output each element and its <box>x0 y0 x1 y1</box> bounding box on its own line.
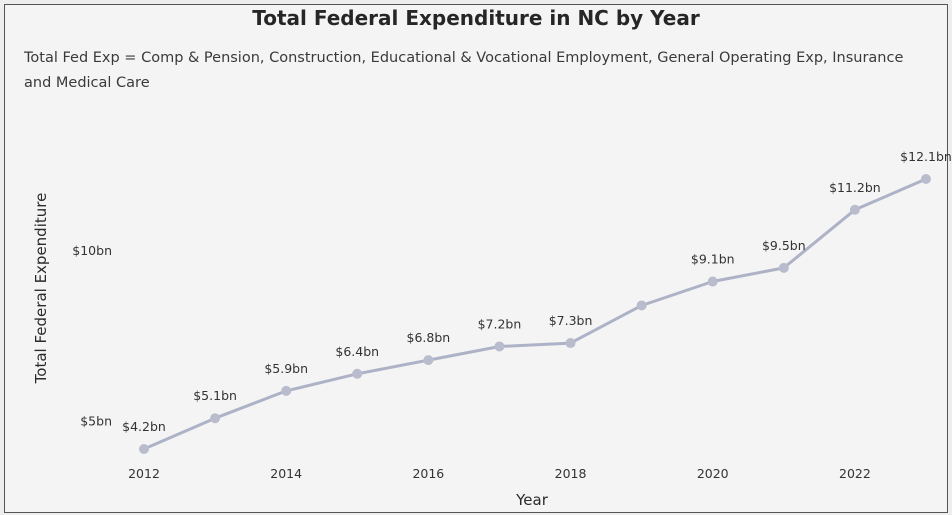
data-labels: $4.2bn $5.1bn $5.9bn $6.4bn $6.8bn $7.2bn $7.3… <box>122 149 952 434</box>
chart-frame <box>4 4 948 513</box>
data-label: $11.2bn <box>829 180 881 195</box>
x-tick-label: 2014 <box>270 466 302 481</box>
data-point <box>778 262 789 273</box>
chart-subtitle: Total Fed Exp = Comp & Pension, Construc… <box>24 50 904 91</box>
x-tick-label: 2022 <box>839 466 871 481</box>
y-tick-label: $5bn <box>80 414 112 429</box>
x-tick-label: 2016 <box>412 466 444 481</box>
x-tick-label: 2020 <box>697 466 729 481</box>
data-point <box>352 368 363 379</box>
y-axis-title: Total Federal Expenditure <box>32 193 50 385</box>
chart-title: Total Federal Expenditure in NC by Year <box>252 6 700 30</box>
x-tick-label: 2018 <box>555 466 587 481</box>
data-point <box>494 341 505 352</box>
data-point <box>707 276 718 287</box>
data-label: $5.9bn <box>264 361 308 376</box>
data-point <box>423 355 434 366</box>
y-axis-ticks: $5bn $10bn <box>72 243 112 429</box>
data-point <box>281 385 292 396</box>
data-label: $9.1bn <box>691 252 735 267</box>
data-point <box>849 204 860 215</box>
data-label: $7.3bn <box>549 313 593 328</box>
x-axis-title: Year <box>515 491 549 509</box>
data-point <box>636 300 647 311</box>
data-point <box>565 338 576 349</box>
data-label: $12.1bn <box>900 149 952 164</box>
data-label: $9.5bn <box>762 238 806 253</box>
data-point <box>210 413 221 424</box>
data-label: $5.1bn <box>193 388 237 403</box>
data-point <box>921 174 931 184</box>
data-label: $6.8bn <box>407 330 451 345</box>
x-tick-label: 2012 <box>128 466 160 481</box>
y-tick-label: $10bn <box>72 243 112 258</box>
series-line <box>143 177 927 451</box>
data-point <box>139 444 149 454</box>
data-label: $4.2bn <box>122 419 166 434</box>
data-label: $7.2bn <box>478 316 522 331</box>
data-label: $6.4bn <box>335 344 379 359</box>
x-axis-ticks: 2012 2014 2016 2018 2020 2022 <box>128 466 871 481</box>
series-markers <box>139 174 931 454</box>
